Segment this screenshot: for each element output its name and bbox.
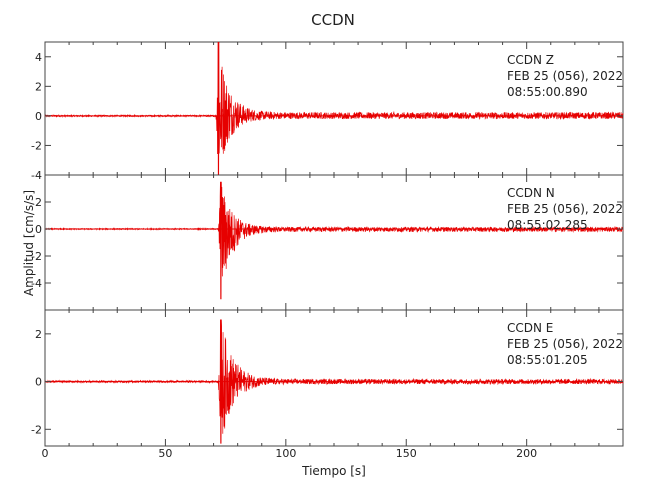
panel-e: -2 0 2 CCDN E FEB 25 (056), 2022 08:55:01.205 <box>31 309 624 447</box>
x-tick-label: 100 <box>275 447 296 460</box>
station-component-label: CCDN E <box>507 321 553 335</box>
time-label: 08:55:02.285 <box>507 218 588 232</box>
date-label: FEB 25 (056), 2022 <box>507 202 623 216</box>
chart-title: CCDN <box>311 11 355 29</box>
x-tick-label: 150 <box>396 447 417 460</box>
date-label: FEB 25 (056), 2022 <box>507 337 623 351</box>
x-tick-label: 0 <box>42 447 49 460</box>
x-tick-label: 50 <box>158 447 172 460</box>
y-tick-label: -4 <box>31 169 42 182</box>
x-axis: 0 50 100 150 200 <box>42 447 538 460</box>
y-tick-label: -2 <box>31 250 42 263</box>
waveform-trace <box>44 319 624 444</box>
y-tick-label: 2 <box>35 196 42 209</box>
y-tick-label: 2 <box>35 80 42 93</box>
panels-group: -4 -2 0 2 4 CCDN Z FEB 25 (056), 2022 08:55:00.… <box>31 41 624 447</box>
station-component-label: CCDN Z <box>507 53 554 67</box>
panel-z: -4 -2 0 2 4 CCDN Z FEB 25 (056), 2022 08:55:00.… <box>31 41 624 182</box>
time-label: 08:55:01.205 <box>507 353 588 367</box>
panel-n: -4 -2 0 2 CCDN N FEB 25 (056), 2022 08:55:02.2… <box>31 174 624 311</box>
y-tick-label: 0 <box>35 223 42 236</box>
date-label: FEB 25 (056), 2022 <box>507 69 623 83</box>
y-axis-title: Amplitud [cm/s/s] <box>22 190 36 296</box>
y-tick-label: 2 <box>35 328 42 341</box>
y-tick-label: -4 <box>31 277 42 290</box>
waveform-trace <box>44 41 624 176</box>
time-label: 08:55:00.890 <box>507 85 588 99</box>
x-axis-title: Tiempo [s] <box>301 464 366 478</box>
waveform-trace <box>44 181 624 300</box>
y-tick-label: 0 <box>35 376 42 389</box>
y-tick-label: -2 <box>31 423 42 436</box>
station-component-label: CCDN N <box>507 186 555 200</box>
x-tick-label: 200 <box>516 447 537 460</box>
y-tick-label: -2 <box>31 139 42 152</box>
y-tick-label: 0 <box>35 110 42 123</box>
y-tick-label: 4 <box>35 51 42 64</box>
